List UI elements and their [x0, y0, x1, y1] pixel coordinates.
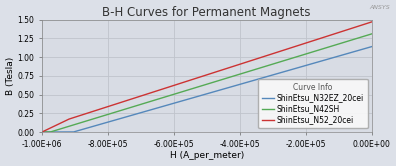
ShinEtsu_N52_20cei [369, 21, 374, 23]
ShinEtsu_N42SH [40, 131, 44, 133]
X-axis label: H (A_per_meter): H (A_per_meter) [169, 151, 244, 161]
ShinEtsu_N32EZ_20cei [99, 123, 104, 125]
Title: B-H Curves for Permanent Magnets: B-H Curves for Permanent Magnets [103, 5, 311, 19]
Text: ANSYS: ANSYS [369, 5, 390, 10]
ShinEtsu_N32EZ_20cei [310, 62, 315, 64]
ShinEtsu_N32EZ_20cei [369, 46, 374, 48]
ShinEtsu_N42SH [254, 68, 259, 70]
Line: ShinEtsu_N32EZ_20cei: ShinEtsu_N32EZ_20cei [42, 47, 371, 132]
ShinEtsu_N52_20cei [286, 48, 290, 50]
ShinEtsu_N42SH [237, 73, 242, 75]
Legend: ShinEtsu_N32EZ_20cei, ShinEtsu_N42SH, ShinEtsu_N52_20cei: ShinEtsu_N32EZ_20cei, ShinEtsu_N42SH, Sh… [258, 79, 368, 128]
ShinEtsu_N42SH [286, 58, 290, 60]
ShinEtsu_N42SH [369, 33, 374, 35]
ShinEtsu_N52_20cei [237, 63, 242, 65]
ShinEtsu_N42SH [166, 95, 170, 97]
ShinEtsu_N32EZ_20cei [40, 131, 44, 133]
ShinEtsu_N52_20cei [310, 40, 315, 42]
ShinEtsu_N32EZ_20cei [286, 70, 290, 72]
ShinEtsu_N32EZ_20cei [254, 79, 259, 81]
ShinEtsu_N42SH [99, 115, 104, 117]
ShinEtsu_N52_20cei [166, 86, 170, 88]
Y-axis label: B (Tesla): B (Tesla) [6, 57, 15, 95]
ShinEtsu_N52_20cei [99, 108, 104, 110]
Line: ShinEtsu_N52_20cei: ShinEtsu_N52_20cei [42, 22, 371, 132]
ShinEtsu_N52_20cei [254, 58, 259, 60]
ShinEtsu_N42SH [310, 51, 315, 53]
Line: ShinEtsu_N42SH: ShinEtsu_N42SH [42, 34, 371, 132]
ShinEtsu_N32EZ_20cei [237, 83, 242, 85]
ShinEtsu_N32EZ_20cei [166, 104, 170, 106]
ShinEtsu_N52_20cei [40, 131, 44, 133]
